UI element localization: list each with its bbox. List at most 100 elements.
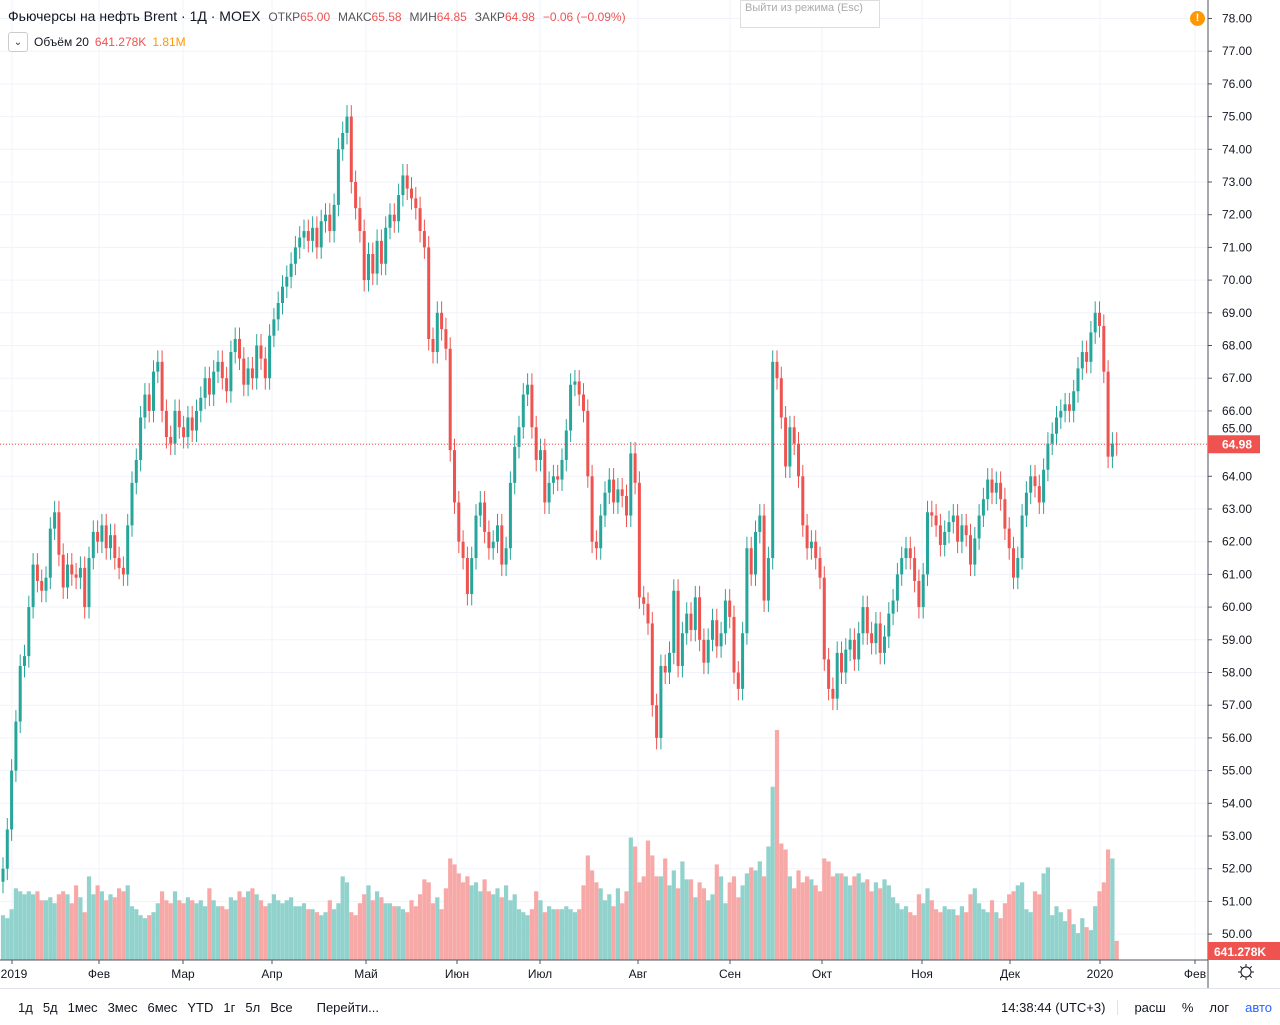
range-1d[interactable]: 1д — [18, 999, 33, 1015]
candle-body — [1098, 312, 1101, 326]
volume-bar — [843, 876, 848, 960]
volume-bar — [1084, 927, 1089, 960]
range-3m[interactable]: 3мес — [107, 999, 138, 1015]
candle-body — [444, 329, 448, 349]
candle-body — [268, 335, 272, 379]
volume-bar — [684, 879, 689, 960]
volume-bar — [379, 897, 384, 960]
range-all[interactable]: Все — [270, 999, 293, 1015]
x-tick-label: Сен — [719, 967, 741, 981]
candle-body — [1037, 486, 1041, 503]
range-1m[interactable]: 1мес — [67, 999, 98, 1015]
volume-bar — [74, 885, 79, 960]
candle-body — [285, 276, 289, 287]
percent-toggle[interactable]: % — [1181, 999, 1194, 1015]
candle-body — [930, 512, 934, 516]
candle-body — [328, 214, 332, 232]
volume-bar — [590, 870, 595, 960]
volume-bar — [168, 903, 173, 960]
candle-body — [470, 558, 474, 595]
volume-bar — [946, 909, 952, 960]
candle-body — [465, 558, 469, 595]
close-label: ЗАКР — [474, 10, 505, 24]
extended-toggle[interactable]: расш — [1134, 999, 1166, 1015]
volume-bar — [448, 858, 453, 960]
x-tick-label: 2020 — [1087, 967, 1114, 981]
volume-bar — [774, 730, 780, 960]
log-toggle[interactable]: лог — [1209, 999, 1230, 1015]
warning-icon[interactable]: ! — [1190, 11, 1205, 26]
candle-body — [865, 607, 869, 634]
y-tick-label: 58.00 — [1222, 666, 1252, 680]
candle-body — [500, 525, 504, 565]
volume-bar — [396, 906, 401, 960]
candle-body — [349, 116, 353, 182]
volume-bar — [654, 876, 659, 960]
volume-bar — [577, 909, 582, 960]
volume-bar — [1093, 906, 1098, 960]
candle-body — [1102, 325, 1106, 372]
volume-bar — [104, 900, 109, 960]
candle-body — [526, 384, 530, 395]
candle-body — [427, 247, 431, 339]
last-volume-badge — [1208, 942, 1280, 960]
candle-body — [83, 567, 87, 608]
candle-body — [771, 361, 775, 559]
candle-body — [195, 410, 198, 431]
volume-bar — [800, 882, 805, 960]
candle-body — [354, 182, 358, 209]
y-tick-label: 59.00 — [1222, 633, 1252, 647]
y-tick-label: 56.00 — [1222, 731, 1252, 745]
volume-bar — [972, 888, 977, 960]
candle-body — [551, 476, 555, 483]
volume-bar — [172, 891, 178, 960]
price-chart[interactable]: 78.00 77.00 76.00 75.00 74.00 73.00 72.00 71.00… — [0, 0, 1280, 988]
volume-bar — [301, 903, 307, 960]
symbol-legend: Фьючерсы на нефть Brent · 1Д · MOEX ОТКР… — [8, 8, 626, 24]
clock[interactable]: 14:38:44 (UTC+3) — [1001, 999, 1119, 1015]
volume-bar — [512, 894, 517, 960]
candle-body — [732, 616, 736, 673]
goto-button[interactable]: Перейти... — [316, 999, 379, 1015]
y-tick-label: 50.00 — [1222, 927, 1252, 941]
candle-body — [844, 649, 848, 673]
y-tick-label: 70.00 — [1222, 273, 1252, 287]
x-tick-label: Ноя — [911, 967, 933, 981]
volume-bar — [912, 915, 917, 960]
candle-body — [345, 116, 349, 133]
range-ytd[interactable]: YTD — [187, 999, 214, 1015]
candle-body — [900, 558, 904, 575]
exit-fullscreen-tooltip[interactable]: Выйти из режима (Esc) — [740, 0, 880, 28]
volume-bar — [99, 891, 104, 960]
volume-bar — [190, 900, 195, 960]
range-5d[interactable]: 5д — [42, 999, 58, 1015]
candle-body — [895, 574, 899, 601]
volume-bar — [964, 912, 969, 960]
candle-body — [702, 639, 706, 663]
volume-bar — [95, 885, 100, 960]
candle-body — [109, 535, 112, 549]
x-tick-label: Июн — [445, 967, 469, 981]
range-5y[interactable]: 5л — [245, 999, 261, 1015]
volume-bar — [254, 894, 259, 960]
candle-body — [5, 829, 9, 869]
y-tick-label: 68.00 — [1222, 339, 1252, 353]
volume-bar — [250, 888, 255, 960]
candle-body — [1059, 410, 1063, 418]
chevron-down-icon[interactable]: ⌄ — [8, 32, 28, 52]
candle-body — [298, 237, 302, 248]
candle-body — [139, 417, 143, 460]
volume-bar — [138, 915, 143, 960]
volume-bar — [731, 876, 737, 960]
volume-bar — [1045, 867, 1050, 960]
candle-body — [887, 613, 891, 637]
candle-body — [620, 489, 624, 496]
volume-bar — [91, 894, 96, 960]
volume-bar — [237, 891, 242, 960]
auto-toggle[interactable]: авто — [1245, 999, 1272, 1015]
range-6m[interactable]: 6мес — [147, 999, 178, 1015]
volume-bar — [564, 906, 569, 960]
settings-gear-icon[interactable] — [1238, 964, 1254, 980]
volume-bar — [757, 861, 762, 960]
range-1y[interactable]: 1г — [223, 999, 236, 1015]
